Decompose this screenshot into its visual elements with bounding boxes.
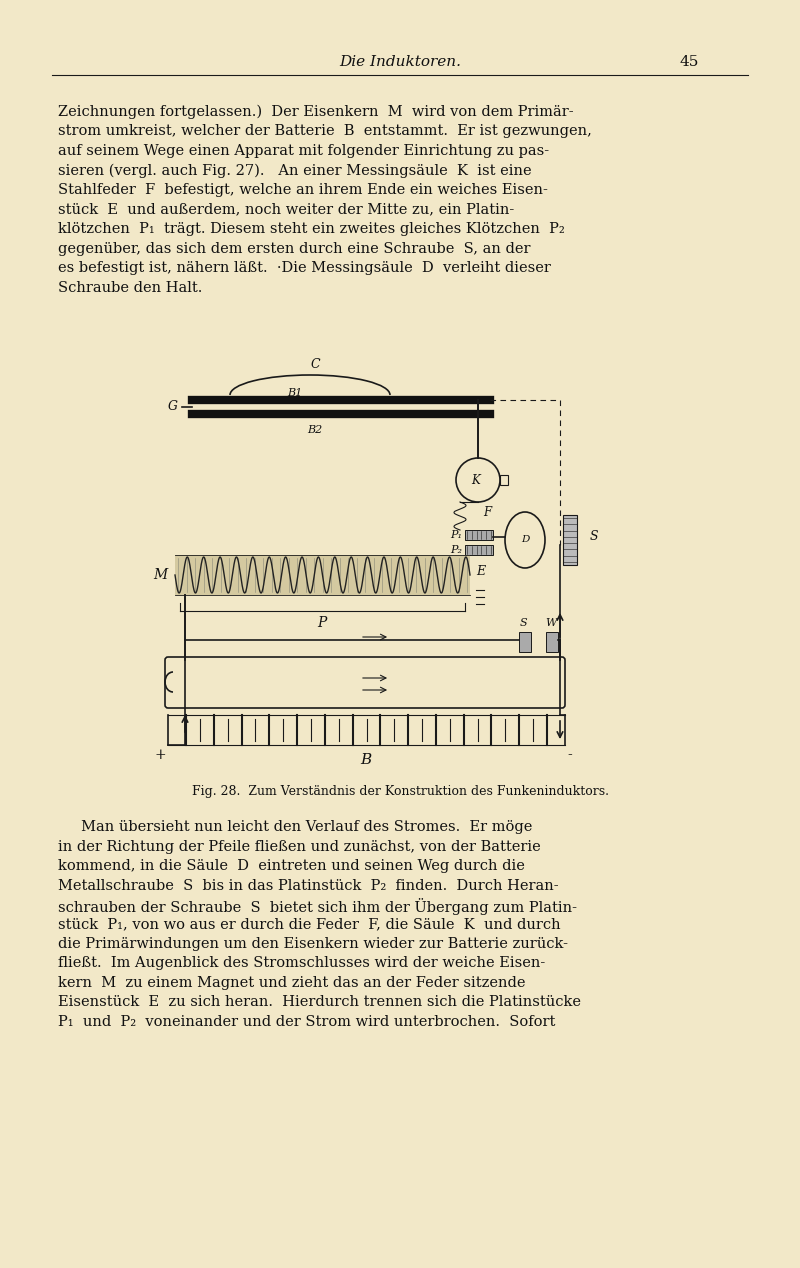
Text: -: - — [567, 748, 572, 762]
Text: B2: B2 — [307, 425, 322, 435]
Text: Metallschraube  S  bis in das Platinstück  P₂  finden.  Durch Heran-: Metallschraube S bis in das Platinstück … — [58, 879, 558, 893]
Text: Zeichnungen fortgelassen.)  Der Eisenkern  M  wird von dem Primär-: Zeichnungen fortgelassen.) Der Eisenkern… — [58, 105, 574, 119]
Text: D: D — [521, 535, 529, 544]
Text: B: B — [360, 753, 372, 767]
Text: Die Induktoren.: Die Induktoren. — [339, 55, 461, 68]
Text: +: + — [154, 748, 166, 762]
Text: sieren (vergl. auch Fig. 27).   An einer Messingsäule  K  ist eine: sieren (vergl. auch Fig. 27). An einer M… — [58, 164, 532, 178]
Text: E: E — [476, 566, 485, 578]
Text: B1: B1 — [287, 388, 302, 398]
Text: S: S — [519, 618, 527, 628]
Text: M: M — [153, 568, 167, 582]
Bar — [563, 515, 577, 566]
Text: die Primärwindungen um den Eisenkern wieder zur Batterie zurück-: die Primärwindungen um den Eisenkern wie… — [58, 937, 568, 951]
Text: 45: 45 — [680, 55, 699, 68]
Text: fließt.  Im Augenblick des Stromschlusses wird der weiche Eisen-: fließt. Im Augenblick des Stromschlusses… — [58, 956, 546, 970]
Bar — [519, 631, 531, 652]
Text: auf seinem Wege einen Apparat mit folgender Einrichtung zu pas-: auf seinem Wege einen Apparat mit folgen… — [58, 145, 549, 158]
Text: Fig. 28.  Zum Verständnis der Konstruktion des Funkeninduktors.: Fig. 28. Zum Verständnis der Konstruktio… — [191, 785, 609, 798]
Text: K: K — [472, 473, 480, 487]
Text: C: C — [310, 359, 320, 372]
Text: schrauben der Schraube  S  bietet sich ihm der Übergang zum Platin-: schrauben der Schraube S bietet sich ihm… — [58, 898, 577, 915]
Text: in der Richtung der Pfeile fließen und zunächst, von der Batterie: in der Richtung der Pfeile fließen und z… — [58, 839, 541, 853]
Text: G: G — [168, 401, 178, 413]
Text: Man übersieht nun leicht den Verlauf des Stromes.  Er möge: Man übersieht nun leicht den Verlauf des… — [58, 820, 532, 834]
Bar — [465, 530, 493, 540]
Text: gegenüber, das sich dem ersten durch eine Schraube  S, an der: gegenüber, das sich dem ersten durch ein… — [58, 241, 530, 255]
Text: klötzchen  P₁  trägt. Diesem steht ein zweites gleiches Klötzchen  P₂: klötzchen P₁ trägt. Diesem steht ein zwe… — [58, 222, 565, 236]
Text: P: P — [318, 616, 326, 630]
Text: S: S — [590, 530, 598, 544]
Bar — [465, 545, 493, 555]
Text: stück  P₁, von wo aus er durch die Feder  F, die Säule  K  und durch: stück P₁, von wo aus er durch die Feder … — [58, 918, 561, 932]
Text: Stahlfeder  F  befestigt, welche an ihrem Ende ein weiches Eisen-: Stahlfeder F befestigt, welche an ihrem … — [58, 183, 548, 197]
Text: P₁  und  P₂  voneinander und der Strom wird unterbrochen.  Sofort: P₁ und P₂ voneinander und der Strom wird… — [58, 1014, 555, 1030]
Text: kommend, in die Säule  D  eintreten und seinen Weg durch die: kommend, in die Säule D eintreten und se… — [58, 858, 525, 872]
Text: F: F — [483, 506, 491, 519]
Bar — [500, 476, 508, 484]
Bar — [175, 555, 470, 595]
Text: strom umkreist, welcher der Batterie  B  entstammt.  Er ist gezwungen,: strom umkreist, welcher der Batterie B e… — [58, 124, 592, 138]
FancyBboxPatch shape — [165, 657, 565, 708]
Text: W: W — [546, 618, 557, 628]
Text: P₁: P₁ — [450, 530, 462, 540]
Text: Eisenstück  E  zu sich heran.  Hierdurch trennen sich die Platinstücke: Eisenstück E zu sich heran. Hierdurch tr… — [58, 995, 581, 1009]
Bar — [546, 631, 558, 652]
Text: kern  M  zu einem Magnet und zieht das an der Feder sitzende: kern M zu einem Magnet und zieht das an … — [58, 976, 526, 990]
Text: Schraube den Halt.: Schraube den Halt. — [58, 280, 202, 294]
Text: es befestigt ist, nähern läßt.  ·Die Messingsäule  D  verleiht dieser: es befestigt ist, nähern läßt. ·Die Mess… — [58, 261, 551, 275]
Text: stück  E  und außerdem, noch weiter der Mitte zu, ein Platin-: stück E und außerdem, noch weiter der Mi… — [58, 203, 514, 217]
Text: P₂: P₂ — [450, 545, 462, 555]
Ellipse shape — [505, 512, 545, 568]
